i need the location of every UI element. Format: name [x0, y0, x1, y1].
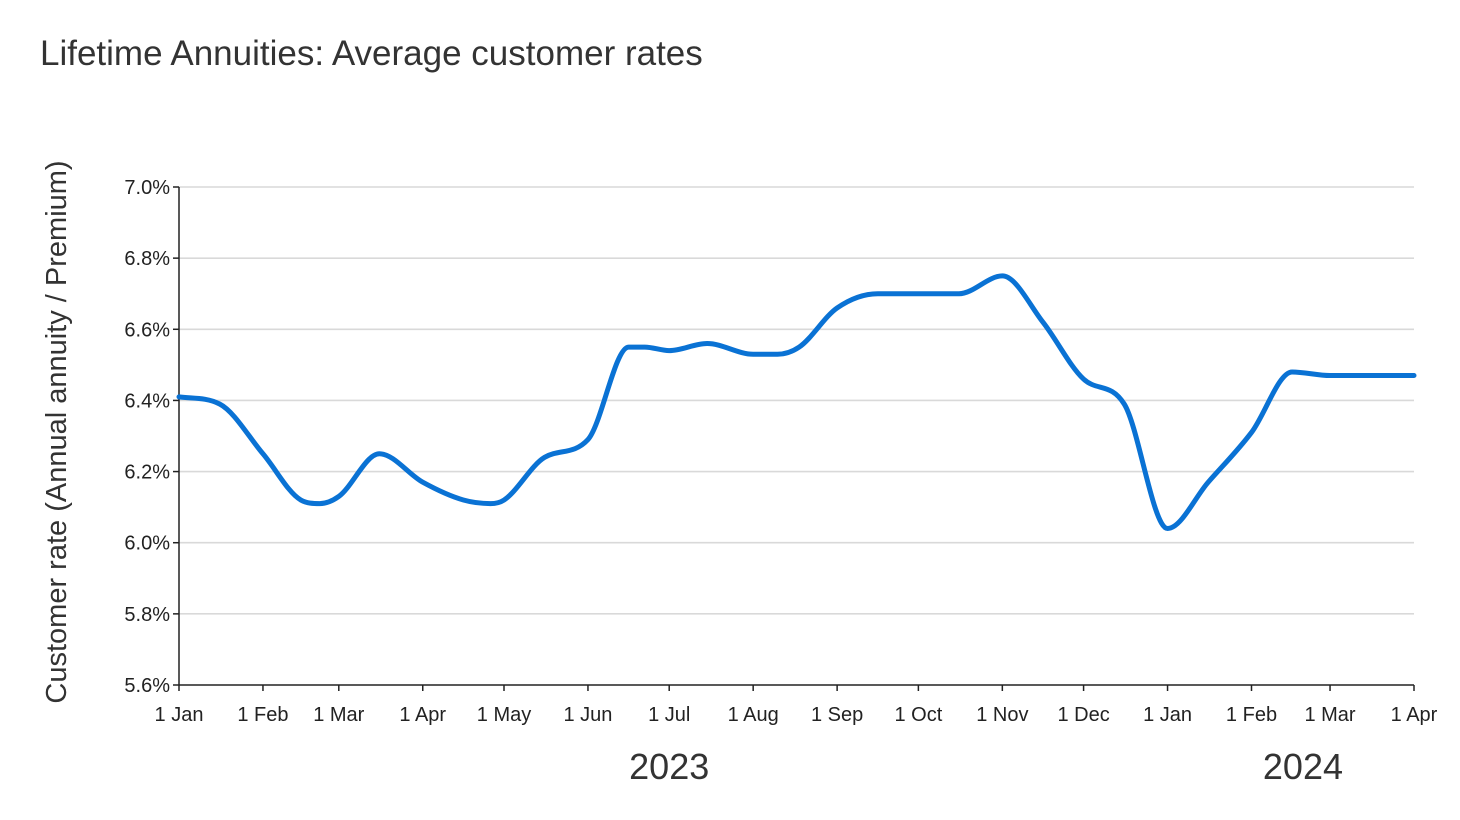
x-tick-label: 1 Oct — [894, 704, 942, 726]
y-tick-label: 6.0% — [124, 533, 170, 555]
year-label: 2024 — [1263, 746, 1343, 787]
y-tick-label: 6.6% — [124, 319, 170, 341]
x-axis-ticks: 1 Jan 1 Feb 1 Mar 1 Apr 1 May 1 Jun 1 Jul 1 Aug… — [155, 685, 1438, 726]
gridlines — [179, 186, 1414, 615]
year-label: 2023 — [629, 746, 709, 787]
y-axis-title: Customer rate (Annual annuity / Premium) — [41, 160, 73, 703]
x-tick-label: 1 Dec — [1057, 704, 1109, 726]
x-tick-label: 1 Sep — [811, 704, 863, 726]
y-axis-ticks: 5.6% 5.8% 6.0% 6.2% 6.4% 6.6% 6.8% 7.0% — [124, 177, 179, 697]
x-tick-label: 1 Feb — [237, 704, 288, 726]
series — [176, 273, 1417, 531]
y-tick-label: 6.2% — [124, 462, 170, 484]
year-labels: 2023 2024 — [629, 746, 1343, 787]
x-tick-label: 1 Jan — [155, 704, 204, 726]
chart-title: Lifetime Annuities: Average customer rat… — [40, 34, 703, 73]
x-tick-label: 1 Apr — [1391, 704, 1438, 726]
x-tick-label: 1 Mar — [1304, 704, 1355, 726]
y-tick-label: 5.8% — [124, 604, 170, 626]
x-tick-label: 1 May — [477, 704, 531, 726]
x-tick-label: 1 Jul — [648, 704, 690, 726]
x-tick-label: 1 Feb — [1226, 704, 1277, 726]
x-tick-label: 1 Nov — [976, 704, 1028, 726]
x-tick-label: 1 Apr — [399, 704, 446, 726]
y-tick-label: 7.0% — [124, 177, 170, 199]
x-tick-label: 1 Mar — [313, 704, 364, 726]
y-tick-label: 5.6% — [124, 675, 170, 697]
x-tick-label: 1 Jan — [1143, 704, 1192, 726]
x-tick-label: 1 Jun — [563, 704, 612, 726]
y-tick-label: 6.4% — [124, 390, 170, 412]
x-tick-label: 1 Aug — [728, 704, 779, 726]
axes — [178, 187, 1414, 686]
y-tick-label: 6.8% — [124, 248, 170, 270]
series-line — [176, 273, 1417, 531]
